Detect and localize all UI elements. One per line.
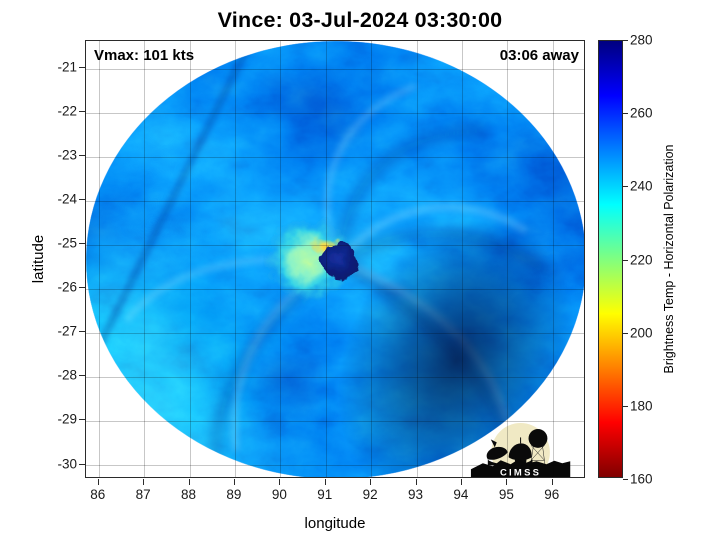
svg-text:CIMSS: CIMSS [500, 467, 541, 478]
